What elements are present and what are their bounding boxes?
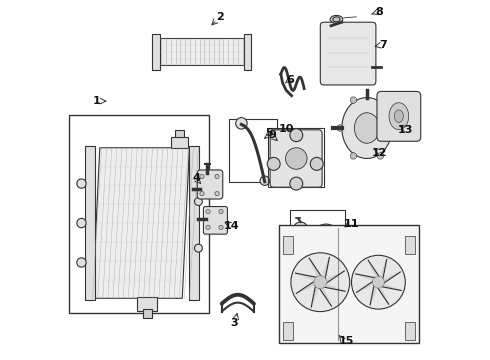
Circle shape [290,177,303,190]
Text: 12: 12 [372,148,388,158]
Polygon shape [378,282,389,304]
Text: 15: 15 [339,336,354,346]
Polygon shape [320,271,344,282]
Text: 9: 9 [269,130,276,140]
Text: 11: 11 [343,219,359,229]
Polygon shape [320,257,329,282]
Circle shape [377,97,384,103]
Bar [172,137,188,148]
Polygon shape [320,282,332,306]
Ellipse shape [389,103,409,130]
Polygon shape [320,282,345,291]
Ellipse shape [316,224,336,238]
Bar [152,34,160,69]
FancyBboxPatch shape [320,22,376,85]
FancyBboxPatch shape [270,130,322,187]
Circle shape [236,118,247,129]
Circle shape [372,276,384,288]
Circle shape [267,157,280,170]
Text: 13: 13 [397,125,413,135]
Circle shape [260,176,270,185]
Polygon shape [356,282,378,292]
Circle shape [215,174,219,179]
Circle shape [350,97,357,103]
Polygon shape [370,282,378,305]
Ellipse shape [333,17,340,22]
Circle shape [219,225,223,229]
Bar [244,34,251,69]
Text: 5: 5 [266,129,273,138]
Polygon shape [356,274,378,282]
Circle shape [310,157,323,170]
Polygon shape [159,39,245,65]
Circle shape [206,210,210,214]
Circle shape [351,255,405,309]
Bar [283,321,294,339]
Bar [405,321,416,339]
Circle shape [77,179,86,188]
Circle shape [391,125,397,131]
Circle shape [337,125,343,131]
Polygon shape [311,282,320,307]
Polygon shape [368,260,378,282]
Ellipse shape [354,113,379,143]
Bar [143,309,152,318]
FancyBboxPatch shape [197,170,223,199]
Circle shape [77,258,86,267]
Bar [290,211,345,244]
Text: 1: 1 [92,96,100,106]
Polygon shape [93,148,190,298]
Bar [283,235,294,253]
Bar [69,116,209,313]
Polygon shape [378,272,400,282]
Bar [137,297,157,311]
Circle shape [286,148,307,169]
Circle shape [195,198,202,206]
Text: 6: 6 [286,75,294,85]
Bar [269,128,324,187]
Text: 14: 14 [223,221,239,230]
Circle shape [219,210,223,214]
Circle shape [322,226,330,235]
Polygon shape [378,282,401,291]
Ellipse shape [394,110,403,122]
Text: 10: 10 [278,124,294,134]
Circle shape [200,192,204,196]
Circle shape [77,219,86,228]
Ellipse shape [330,15,343,23]
Polygon shape [378,260,387,282]
Text: 4: 4 [193,173,200,183]
Circle shape [195,244,202,252]
Text: 2: 2 [216,12,224,22]
Text: 3: 3 [230,319,238,328]
Circle shape [377,153,384,159]
FancyBboxPatch shape [377,91,421,141]
Circle shape [291,253,350,312]
FancyBboxPatch shape [203,207,227,234]
Circle shape [290,129,303,141]
Polygon shape [295,273,320,282]
Polygon shape [296,282,320,293]
Circle shape [294,222,308,236]
Ellipse shape [342,98,392,158]
Bar [279,225,419,343]
Text: 7: 7 [379,40,387,50]
Bar [85,146,96,300]
Bar [405,235,416,253]
Circle shape [350,153,357,159]
Circle shape [215,192,219,196]
Circle shape [206,225,210,229]
Bar [189,146,199,300]
Circle shape [314,276,327,289]
Circle shape [200,174,204,179]
Text: 8: 8 [375,7,383,17]
Bar [175,130,184,137]
Polygon shape [309,258,320,282]
Bar [229,119,277,182]
